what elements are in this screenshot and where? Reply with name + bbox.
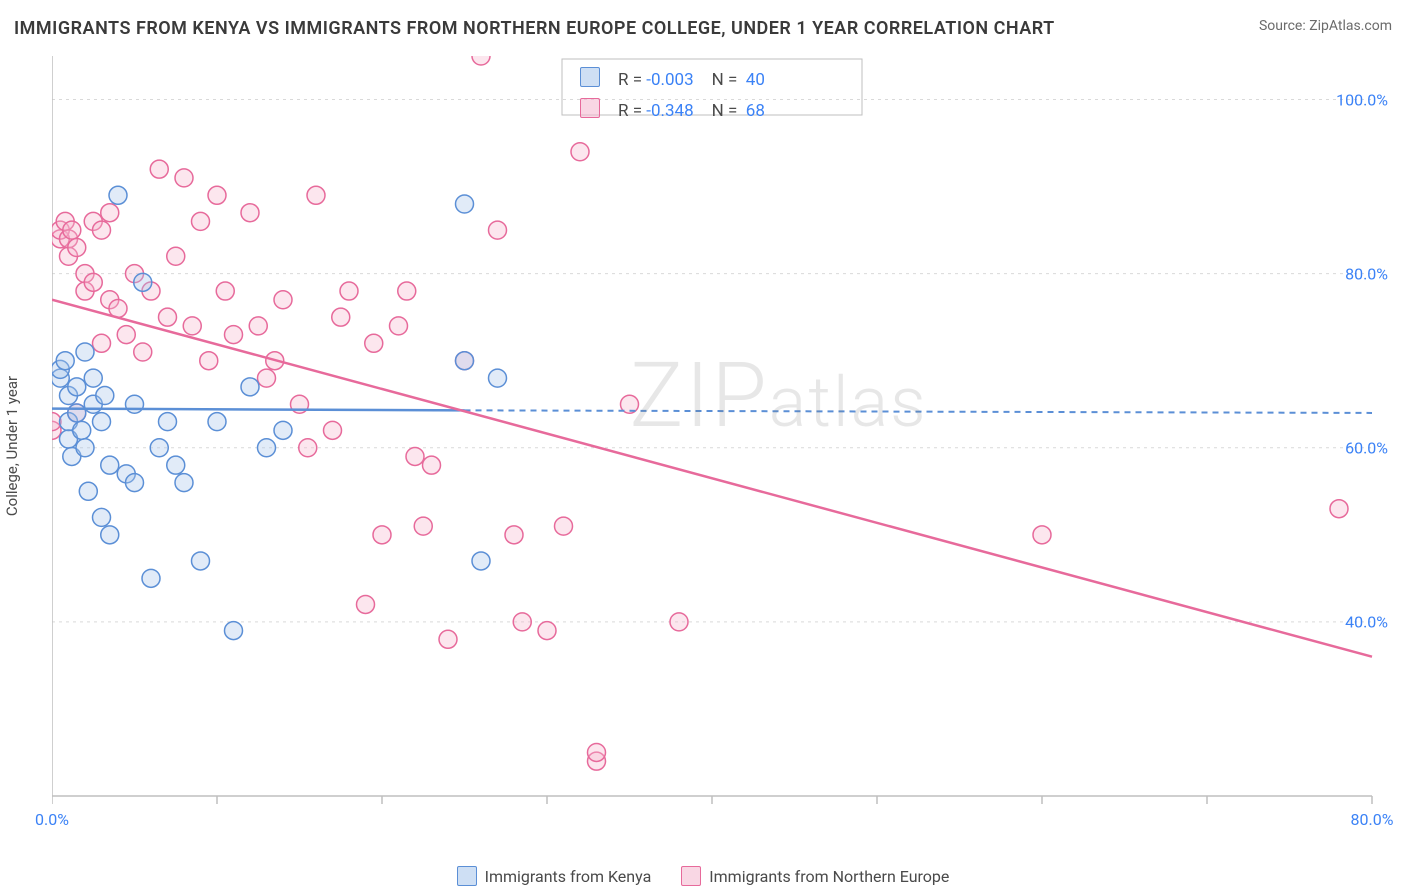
x-tick-label: 0.0% [35, 810, 69, 829]
legend-swatch [580, 67, 600, 87]
y-tick-label: 100.0% [1336, 90, 1388, 109]
legend-label: Immigrants from Kenya [485, 867, 652, 886]
source-label: Source: ZipAtlas.com [1259, 18, 1392, 34]
correlation-scatter-chart [52, 56, 1392, 816]
x-tick-label: 80.0% [1351, 810, 1394, 829]
legend-swatch [457, 866, 477, 886]
legend-swatch [580, 98, 600, 118]
y-tick-label: 60.0% [1345, 438, 1388, 457]
y-tick-label: 40.0% [1345, 612, 1388, 631]
chart-title: IMMIGRANTS FROM KENYA VS IMMIGRANTS FROM… [14, 18, 1055, 39]
legend-item-kenya: Immigrants from Kenya [457, 866, 652, 886]
chart-header: IMMIGRANTS FROM KENYA VS IMMIGRANTS FROM… [14, 18, 1392, 39]
bottom-legend: Immigrants from Kenya Immigrants from No… [0, 866, 1406, 886]
legend-item-northern-europe: Immigrants from Northern Europe [681, 866, 949, 886]
legend-label: Immigrants from Northern Europe [709, 867, 949, 886]
chart-area [52, 56, 1392, 816]
y-tick-label: 80.0% [1345, 264, 1388, 283]
legend-swatch [681, 866, 701, 886]
stats-legend: R = -0.003N = 40R = -0.348N = 68 [570, 63, 775, 127]
y-axis-label: College, Under 1 year [3, 376, 21, 516]
